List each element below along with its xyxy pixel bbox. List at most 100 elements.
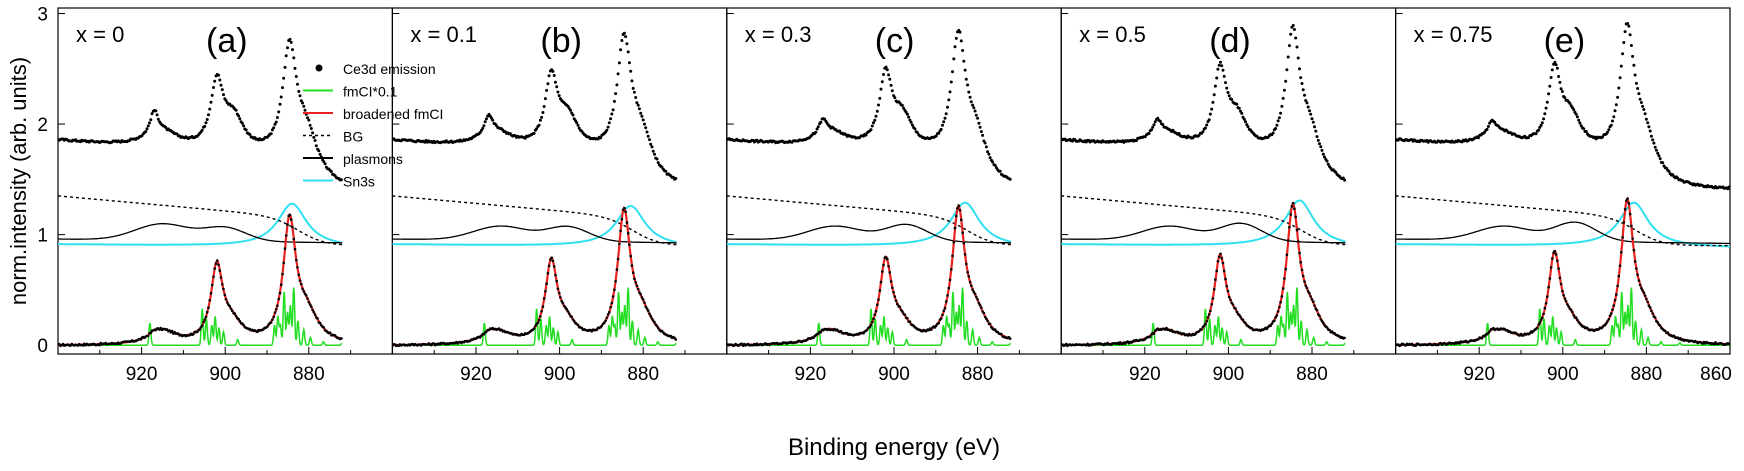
data-point [547, 74, 551, 78]
data-point [1301, 274, 1305, 278]
broadened-fmci-curve [1395, 197, 1730, 347]
data-point [633, 277, 636, 281]
data-point [886, 257, 889, 261]
data-point [1296, 240, 1300, 243]
data-point [1621, 52, 1625, 56]
data-point [1543, 306, 1547, 310]
data-point [316, 317, 319, 320]
data-point [537, 123, 541, 127]
data-point [328, 331, 332, 335]
data-point [1298, 251, 1301, 255]
data-point [277, 297, 281, 301]
data-point [1274, 316, 1277, 319]
data-point [991, 160, 995, 164]
data-point [1279, 300, 1282, 304]
data-point [1217, 255, 1221, 259]
panel-letter: (b) [540, 22, 582, 60]
data-point [148, 121, 151, 125]
data-point [1619, 64, 1623, 68]
data-point [1215, 76, 1219, 80]
data-point [279, 283, 283, 287]
data-point [1631, 54, 1635, 58]
bg-curve [1395, 195, 1730, 247]
data-point [1286, 239, 1290, 242]
data-point [567, 312, 571, 315]
data-point [1299, 260, 1302, 264]
data-point [150, 112, 154, 116]
data-point [1197, 330, 1201, 333]
data-point [98, 343, 101, 347]
data-point [1293, 207, 1296, 211]
data-point [981, 133, 985, 137]
data-point [310, 305, 313, 309]
data-point [1541, 316, 1544, 320]
data-point [1231, 303, 1235, 306]
data-point [154, 109, 158, 113]
data-point [553, 80, 557, 84]
data-point [281, 272, 284, 276]
data-point [984, 145, 988, 149]
data-point [1244, 321, 1247, 325]
data-point [340, 337, 343, 340]
data-point [902, 106, 906, 110]
data-point [614, 280, 617, 283]
data-point [318, 152, 322, 156]
data-point [1616, 284, 1619, 288]
data-point [1639, 101, 1643, 104]
data-point [1281, 287, 1285, 290]
data-point [967, 275, 971, 278]
data-point [1537, 323, 1540, 326]
data-point [1657, 154, 1661, 158]
data-point [620, 39, 624, 42]
x-tick-label: 900 [1547, 364, 1579, 385]
data-point [298, 279, 302, 282]
data-point [1545, 100, 1549, 104]
data-point [1727, 185, 1730, 189]
data-point [1325, 326, 1329, 329]
data-point [946, 294, 949, 297]
data-point [1211, 297, 1215, 300]
data-point [1610, 312, 1613, 315]
data-point [638, 291, 641, 294]
data-point [286, 46, 289, 50]
bg-curve [58, 195, 343, 246]
data-point [229, 307, 233, 311]
plasmons-curve [726, 223, 1011, 244]
data-point [575, 121, 579, 125]
data-point [664, 169, 668, 173]
data-point [1212, 93, 1216, 97]
data-point [212, 275, 215, 279]
data-point [1219, 252, 1222, 256]
data-point [1225, 284, 1228, 288]
data-point [1551, 257, 1554, 260]
data-point [1285, 68, 1289, 72]
data-point [1207, 118, 1211, 122]
data-point [556, 90, 560, 94]
composition-label: x = 0.3 [745, 22, 812, 47]
data-point [1286, 55, 1290, 59]
data-point [972, 290, 976, 294]
data-point [1275, 314, 1279, 317]
data-point [1273, 319, 1276, 323]
panel-letter: (a) [206, 22, 248, 60]
data-point [1284, 267, 1287, 271]
data-point [312, 135, 316, 139]
data-point [238, 117, 242, 121]
ce3d-emission-dots [1395, 22, 1730, 191]
data-point [913, 127, 917, 131]
data-point [1280, 104, 1284, 108]
data-point [299, 99, 303, 103]
data-point [643, 301, 646, 304]
data-point [645, 307, 649, 310]
data-point [1640, 286, 1643, 290]
data-point [282, 76, 286, 80]
data-point [1206, 316, 1210, 319]
data-point [281, 86, 284, 90]
data-point [1147, 132, 1151, 135]
data-point [1616, 95, 1620, 99]
data-point [1630, 224, 1633, 228]
data-point [1294, 215, 1297, 219]
data-point [1209, 309, 1212, 313]
data-point [1287, 44, 1291, 48]
data-point [1241, 318, 1245, 322]
